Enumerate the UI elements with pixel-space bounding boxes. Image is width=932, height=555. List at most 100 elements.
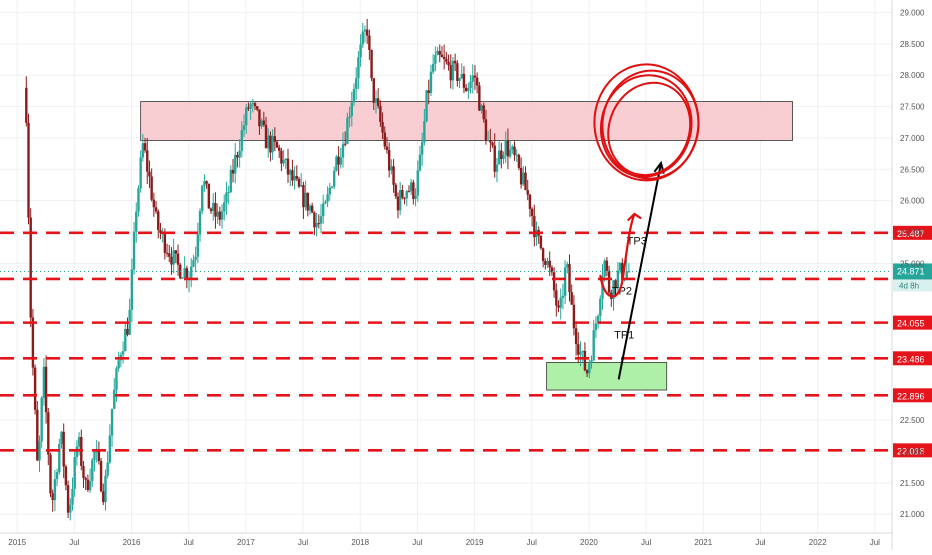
candle-body [462,73,466,88]
candle-body [110,408,114,436]
candle-body [361,31,364,45]
x-tick-label: 2019 [466,538,484,547]
x-tick-label: Jul [641,538,651,547]
y-tick-label: 28.000 [900,71,925,80]
y-tick-label: 28.500 [900,40,925,49]
candle-body [317,223,320,225]
candle-body [130,269,134,310]
candle-body [548,260,551,268]
candle-body [47,412,50,455]
candle-body [546,260,549,265]
candle-body [339,157,342,165]
candle-body [203,181,206,186]
candle-body [227,192,230,194]
candle-body [247,107,250,109]
candle-body [592,330,595,361]
candle-body [412,182,415,199]
candle-body [616,270,620,289]
hand-drawn-hook [599,212,642,298]
candle-body [198,210,202,235]
x-tick-label: Jul [184,538,194,547]
candle-body [357,57,360,79]
candle-body [460,73,463,79]
candle-body [84,477,87,480]
y-tick-label: 21.000 [900,510,925,519]
y-tick-label: 21.500 [900,479,925,488]
candle-body [225,192,228,203]
candle-body [416,170,419,196]
candle-body [605,260,609,271]
candle-body [407,191,411,193]
candle-body [97,451,101,462]
level-label-bg [893,351,932,366]
candle-body [218,211,222,220]
candle-body [245,107,248,126]
level-label-bg [893,315,932,330]
candle-body [612,280,615,299]
candle-body [326,194,329,202]
x-tick-label: 2021 [694,538,712,547]
candle-body [58,444,61,473]
candle-body [614,280,617,289]
candle-body [106,462,109,476]
candle-body [51,493,54,501]
candle-body [73,457,76,489]
y-tick-label: 22.000 [900,447,925,456]
candle-body [165,252,169,254]
candle-body [511,146,514,150]
candle-body [390,166,393,171]
candle-body [181,277,184,279]
candle-body [93,451,96,460]
candle-body [557,305,560,308]
candle-body [304,192,307,208]
candle-body [387,150,391,171]
candle-body [522,172,525,185]
level-label-bg [893,443,932,458]
candle-body [456,63,459,81]
candle-body [603,260,606,277]
current-price-label-bg [893,263,932,280]
candle-body [414,195,417,199]
candle-body [55,472,59,480]
candle-body [289,170,292,175]
candle-body [216,211,219,217]
candle-body [236,154,239,158]
x-tick-label: Jul [870,538,880,547]
candle-body [425,90,428,122]
candle-body [295,176,299,179]
candle-body [332,170,336,187]
candle-body [315,223,318,228]
candle-body [621,262,624,280]
candle-body [33,367,37,410]
candle-body [253,103,257,107]
candle-body [418,154,422,171]
candle-body [383,132,386,147]
level-label: 23.486 [897,354,925,364]
candle-body [29,217,32,318]
level-label: 22.018 [897,446,925,456]
candle-body [577,344,580,355]
candle-body [374,98,378,103]
candle-body [267,135,270,149]
candle-body [75,446,79,458]
candle-body [231,169,235,174]
countdown-label: 4d 8h [899,281,919,290]
candles [25,18,631,521]
candle-body [286,158,290,175]
candle-body [583,350,587,371]
candle-body [335,156,338,171]
level-label: 22.896 [897,391,925,401]
candle-body [489,140,492,143]
candle-body [568,264,571,293]
candle-body [352,88,356,103]
candle-body [346,117,349,144]
candle-body [550,267,554,273]
candle-body [427,90,430,93]
candle-body [563,267,567,296]
grid [0,0,893,550]
candle-body [273,136,277,142]
candle-body [143,143,147,151]
candle-body [482,105,485,120]
resistance-zone [140,101,793,141]
candle-body [300,185,303,187]
